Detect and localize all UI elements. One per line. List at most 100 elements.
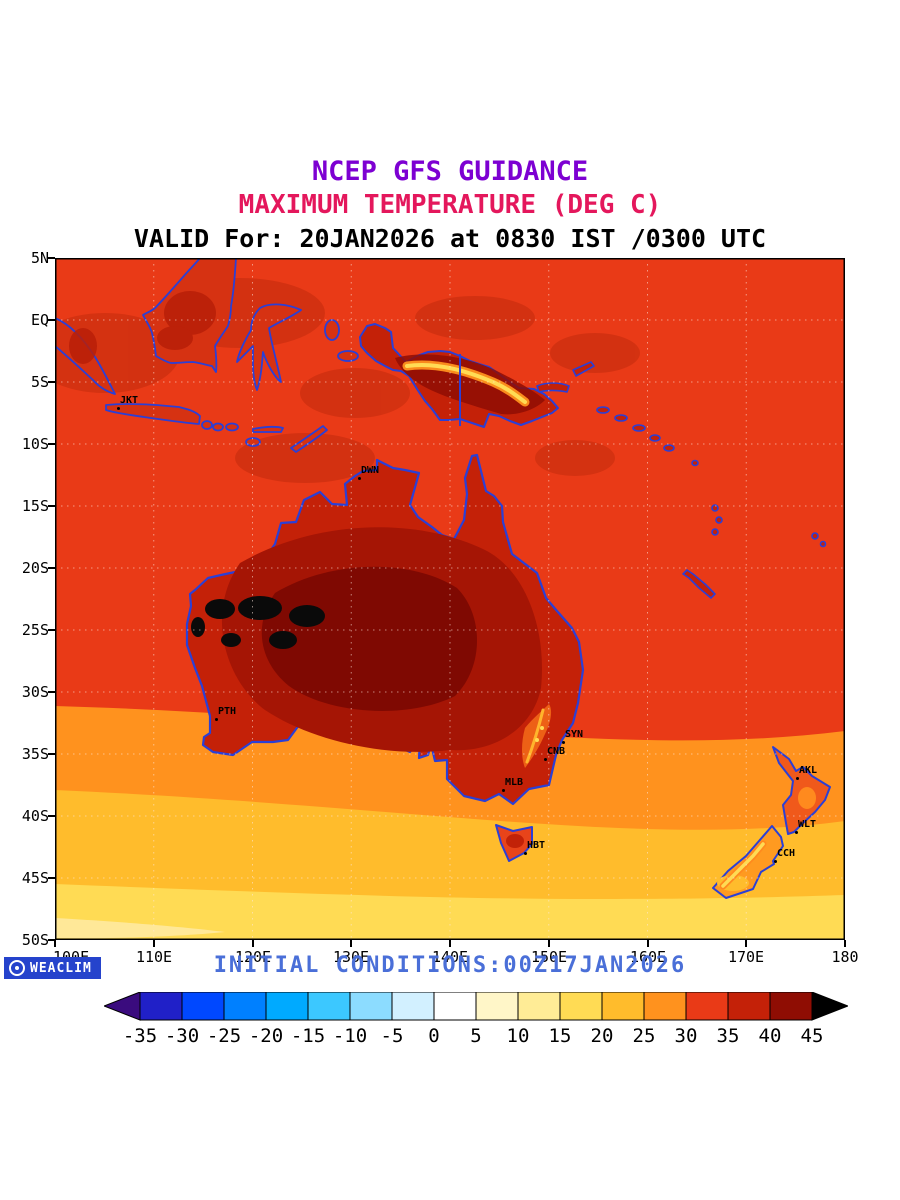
lat-tick bbox=[48, 939, 55, 941]
lon-label-180: 180 bbox=[831, 948, 859, 966]
bali bbox=[201, 420, 213, 430]
lon-tick bbox=[252, 940, 254, 947]
lat-label-5S: 5S bbox=[30, 373, 49, 391]
lat-tick bbox=[48, 691, 55, 693]
colorbar-tick-label: 40 bbox=[759, 1025, 782, 1047]
lon-label-150E: 150E bbox=[530, 948, 568, 966]
city-label: DWN bbox=[361, 465, 380, 476]
city-dot bbox=[502, 789, 505, 792]
lat-tick bbox=[48, 567, 55, 569]
colorbar-segment bbox=[349, 991, 393, 1021]
lat-label-50S: 50S bbox=[21, 931, 49, 949]
colorbar-segment bbox=[727, 991, 771, 1021]
city-dot bbox=[562, 741, 565, 744]
weaclim-logo: WEACLIM bbox=[4, 957, 101, 979]
colorbar-segment bbox=[181, 991, 225, 1021]
lat-tick bbox=[48, 443, 55, 445]
lon-tick bbox=[548, 940, 550, 947]
colorbar-tick-label: -35 bbox=[123, 1025, 157, 1047]
lon-label-140E: 140E bbox=[431, 948, 469, 966]
lat-tick bbox=[48, 257, 55, 259]
colorbar-tick-label: 20 bbox=[591, 1025, 614, 1047]
colorbar-tick-label: 25 bbox=[633, 1025, 656, 1047]
alps-cool-streak bbox=[525, 708, 545, 764]
colorbar-segment bbox=[223, 991, 267, 1021]
city-label: AKL bbox=[799, 765, 818, 776]
colorbar-segment bbox=[769, 991, 813, 1021]
colorbar-tick-label: 5 bbox=[470, 1025, 481, 1047]
borneo-hot-interior bbox=[69, 291, 216, 364]
seram bbox=[337, 350, 359, 362]
colorbar-segment bbox=[433, 991, 477, 1021]
page-title-line1: NCEP GFS GUIDANCE bbox=[311, 156, 589, 187]
lat-label-25S: 25S bbox=[21, 621, 49, 639]
new-britain bbox=[536, 382, 570, 393]
lon-tick bbox=[647, 940, 649, 947]
ocean-band-corner bbox=[55, 918, 225, 939]
flores bbox=[252, 426, 284, 433]
city-dot bbox=[215, 718, 218, 721]
colorbar-segment bbox=[391, 991, 435, 1021]
lat-label-40S: 40S bbox=[21, 807, 49, 825]
fiji bbox=[811, 532, 819, 540]
lat-label-10S: 10S bbox=[21, 435, 49, 453]
colorbar-svg: -35 -30 -25 -20 -15 -10 -5 0 5 10 15 20 25 30 35 40 45 bbox=[102, 991, 850, 1047]
colorbar-tick-label: 30 bbox=[675, 1025, 698, 1047]
city-label: CNB bbox=[547, 746, 566, 757]
city-label: HBT bbox=[527, 840, 546, 851]
png-highlands-ridge-inner bbox=[405, 362, 527, 404]
colorbar-segment bbox=[139, 991, 183, 1021]
lat-tick bbox=[48, 877, 55, 879]
colorbar-tick-label: 45 bbox=[801, 1025, 824, 1047]
lon-label-170E: 170E bbox=[727, 948, 765, 966]
lat-tick bbox=[48, 815, 55, 817]
city-dot bbox=[358, 477, 361, 480]
southern-alps-cool bbox=[721, 842, 765, 888]
city-dot bbox=[795, 831, 798, 834]
colorbar-tick-label: 35 bbox=[717, 1025, 740, 1047]
lat-label-20S: 20S bbox=[21, 559, 49, 577]
nz-detail bbox=[717, 787, 816, 891]
colorbar-tick-label: -5 bbox=[381, 1025, 404, 1047]
lat-label-EQ: EQ bbox=[30, 311, 49, 329]
lon-tick bbox=[153, 940, 155, 947]
lon-tick bbox=[449, 940, 451, 947]
colorbar-segment bbox=[601, 991, 645, 1021]
australia-core-hotter bbox=[261, 566, 477, 711]
lon-tick bbox=[54, 940, 56, 947]
colorbar-tick-label: -25 bbox=[207, 1025, 241, 1047]
lon-label-130E: 130E bbox=[332, 948, 370, 966]
java bbox=[105, 403, 201, 425]
lat-tick bbox=[48, 629, 55, 631]
lat-tick bbox=[48, 505, 55, 507]
lat-label-5N: 5N bbox=[30, 249, 49, 267]
colorbar-tick-label: 15 bbox=[549, 1025, 572, 1047]
lat-label-45S: 45S bbox=[21, 869, 49, 887]
sumbawa bbox=[225, 422, 239, 432]
lon-tick bbox=[350, 940, 352, 947]
city-label: SYN bbox=[565, 729, 584, 740]
temperature-colorbar: -35 -30 -25 -20 -15 -10 -5 0 5 10 15 20 25 30 35 40 45 bbox=[102, 991, 850, 1052]
colorbar-right-arrow bbox=[811, 991, 850, 1021]
colorbar-segment bbox=[559, 991, 603, 1021]
lon-tick bbox=[745, 940, 747, 947]
new-caledonia bbox=[682, 569, 716, 599]
new-guinea bbox=[359, 323, 559, 428]
australia-landmass bbox=[185, 453, 585, 806]
colorbar-segment bbox=[643, 991, 687, 1021]
lon-label-160E: 160E bbox=[629, 948, 667, 966]
lat-tick bbox=[48, 381, 55, 383]
city-label: CCH bbox=[777, 848, 796, 859]
tasmania bbox=[495, 824, 533, 862]
colorbar-tick-label: -30 bbox=[165, 1025, 199, 1047]
sulawesi bbox=[236, 303, 302, 391]
page-title-line3: VALID For: 20JAN2026 at 0830 IST /0300 U… bbox=[133, 224, 767, 253]
australia-extreme-heat-blobs bbox=[191, 596, 325, 649]
colorbar-segment bbox=[475, 991, 519, 1021]
weaclim-target-icon bbox=[9, 960, 25, 976]
initial-conditions-line: INITIAL CONDITIONS:00Z17JAN2026 bbox=[213, 953, 687, 978]
halmahera bbox=[324, 319, 340, 341]
city-dot bbox=[544, 758, 547, 761]
colorbar-left-arrow bbox=[102, 991, 141, 1021]
